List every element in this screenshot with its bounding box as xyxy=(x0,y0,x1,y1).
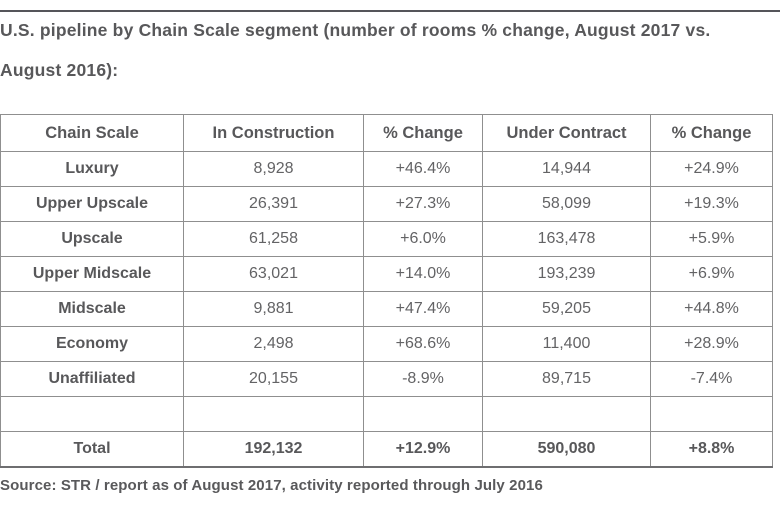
cell-in-construction: 20,155 xyxy=(183,361,364,397)
cell-under-contract: 14,944 xyxy=(482,151,651,187)
cell-blank xyxy=(363,396,483,432)
cell-in-construction-change: +14.0% xyxy=(363,256,483,292)
table-header: Chain Scale In Construction % Change Und… xyxy=(0,114,773,152)
cell-under-contract: 59,205 xyxy=(482,291,651,327)
cell-under-contract-change: +44.8% xyxy=(650,291,773,327)
table-row-midscale: Midscale 9,881 +47.4% 59,205 +44.8% xyxy=(0,291,773,327)
cell-blank xyxy=(482,396,651,432)
cell-in-construction-change: -8.9% xyxy=(363,361,483,397)
cell-in-construction: 9,881 xyxy=(183,291,364,327)
cell-chain-scale: Luxury xyxy=(0,151,184,187)
cell-blank xyxy=(0,396,184,432)
page-title-line2: August 2016): xyxy=(0,60,119,80)
cell-in-construction: 26,391 xyxy=(183,186,364,222)
cell-chain-scale: Unaffiliated xyxy=(0,361,184,397)
cell-under-contract: 163,478 xyxy=(482,221,651,257)
cell-total-under-contract: 590,080 xyxy=(482,431,651,468)
table-row-total: Total 192,132 +12.9% 590,080 +8.8% xyxy=(0,431,773,468)
cell-under-contract-change: +28.9% xyxy=(650,326,773,362)
cell-under-contract-change: -7.4% xyxy=(650,361,773,397)
cell-under-contract: 58,099 xyxy=(482,186,651,222)
cell-blank xyxy=(183,396,364,432)
cell-chain-scale: Upscale xyxy=(0,221,184,257)
cell-blank xyxy=(650,396,773,432)
header-under-contract-change: % Change xyxy=(650,114,773,152)
page-title: U.S. pipeline by Chain Scale segment (nu… xyxy=(0,10,780,90)
cell-chain-scale: Midscale xyxy=(0,291,184,327)
pipeline-table: Chain Scale In Construction % Change Und… xyxy=(0,114,773,468)
cell-in-construction-change: +6.0% xyxy=(363,221,483,257)
table-row-blank-spacer xyxy=(0,396,773,432)
cell-total-in-construction-change: +12.9% xyxy=(363,431,483,468)
cell-in-construction-change: +27.3% xyxy=(363,186,483,222)
cell-in-construction: 2,498 xyxy=(183,326,364,362)
table-row-upper-upscale: Upper Upscale 26,391 +27.3% 58,099 +19.3… xyxy=(0,186,773,222)
cell-under-contract: 11,400 xyxy=(482,326,651,362)
cell-in-construction: 61,258 xyxy=(183,221,364,257)
cell-total-under-contract-change: +8.8% xyxy=(650,431,773,468)
header-row: Chain Scale In Construction % Change Und… xyxy=(0,114,773,152)
cell-in-construction-change: +47.4% xyxy=(363,291,483,327)
top-divider xyxy=(0,10,780,12)
cell-chain-scale: Upper Upscale xyxy=(0,186,184,222)
cell-under-contract-change: +24.9% xyxy=(650,151,773,187)
source-note: Source: STR / report as of August 2017, … xyxy=(0,477,543,494)
table-row-upscale: Upscale 61,258 +6.0% 163,478 +5.9% xyxy=(0,221,773,257)
table-row-economy: Economy 2,498 +68.6% 11,400 +28.9% xyxy=(0,326,773,362)
cell-in-construction-change: +46.4% xyxy=(363,151,483,187)
header-in-construction: In Construction xyxy=(183,114,364,152)
cell-in-construction-change: +68.6% xyxy=(363,326,483,362)
cell-total-label: Total xyxy=(0,431,184,468)
cell-chain-scale: Economy xyxy=(0,326,184,362)
table-row-upper-midscale: Upper Midscale 63,021 +14.0% 193,239 +6.… xyxy=(0,256,773,292)
cell-chain-scale: Upper Midscale xyxy=(0,256,184,292)
table-row-luxury: Luxury 8,928 +46.4% 14,944 +24.9% xyxy=(0,151,773,187)
cell-under-contract-change: +6.9% xyxy=(650,256,773,292)
cell-under-contract: 193,239 xyxy=(482,256,651,292)
cell-in-construction: 63,021 xyxy=(183,256,364,292)
cell-under-contract: 89,715 xyxy=(482,361,651,397)
cell-under-contract-change: +19.3% xyxy=(650,186,773,222)
cell-total-in-construction: 192,132 xyxy=(183,431,364,468)
header-under-contract: Under Contract xyxy=(482,114,651,152)
header-in-construction-change: % Change xyxy=(363,114,483,152)
header-chain-scale: Chain Scale xyxy=(0,114,184,152)
cell-under-contract-change: +5.9% xyxy=(650,221,773,257)
table-row-unaffiliated: Unaffiliated 20,155 -8.9% 89,715 -7.4% xyxy=(0,361,773,397)
page-title-line1: U.S. pipeline by Chain Scale segment (nu… xyxy=(0,20,711,40)
cell-in-construction: 8,928 xyxy=(183,151,364,187)
